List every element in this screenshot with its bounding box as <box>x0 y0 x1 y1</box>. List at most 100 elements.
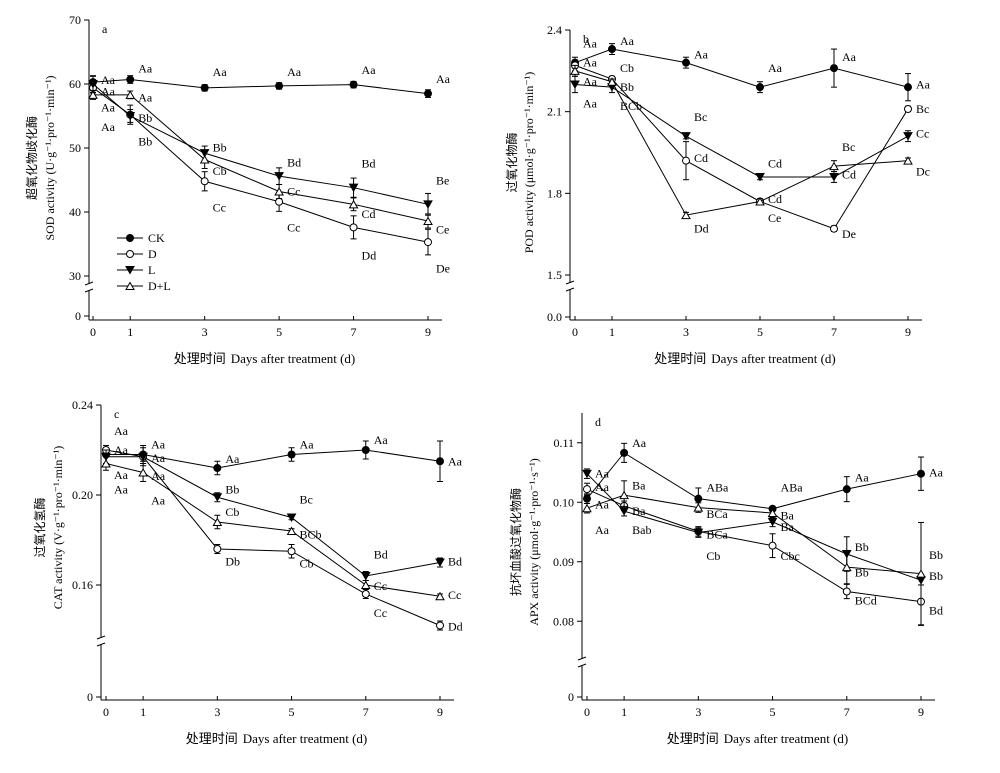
significance-label: Cd <box>842 167 856 181</box>
panel-a-sod: 30 40 50 60 70 00 1 3 5 7 9 处理时间 Days after treatmen… <box>24 13 451 366</box>
panel-letter: c <box>114 407 119 421</box>
series-line-ck <box>92 79 429 95</box>
y-axis-label-en: CAT activity (V·g⁻¹·pro⁻¹·min⁻¹) <box>51 446 65 610</box>
significance-label: Be <box>436 174 449 188</box>
y-tick-label: 0.08 <box>553 614 574 628</box>
data-point-l <box>755 173 765 182</box>
series-line-dl <box>586 494 922 575</box>
significance-label: Ce <box>768 211 781 225</box>
series-line-d <box>105 449 441 626</box>
significance-label: Cb <box>213 164 227 178</box>
legend-label: CK <box>148 231 165 245</box>
data-point-dl <box>88 90 98 99</box>
data-point-ck <box>349 80 358 89</box>
y-tick-label: 2.1 <box>547 105 562 119</box>
y-axis-label-cn: 超氧化物歧化酶 <box>24 116 39 200</box>
significance-label: Cbc <box>781 549 800 563</box>
data-point-ck <box>620 448 629 457</box>
data-point-d <box>213 545 222 553</box>
series-line-d <box>574 64 909 230</box>
data-point-dl <box>360 580 371 589</box>
data-point-l <box>286 513 297 523</box>
data-point-ck <box>917 469 925 478</box>
significance-label: Cd <box>768 192 782 206</box>
data-point-dl <box>619 490 629 500</box>
x-axis-label-cn: 处理时间 <box>667 731 719 746</box>
x-tick-label: 0 <box>90 325 96 339</box>
y-axis-label-cn: 过氧化氢酶 <box>32 497 47 557</box>
significance-label: Aa <box>768 61 783 75</box>
axis-break-mark <box>96 642 106 647</box>
significance-label: Bb <box>855 540 869 554</box>
significance-label: Cc <box>916 126 929 140</box>
legend-marker-d <box>126 250 134 258</box>
data-point-dl <box>693 503 704 512</box>
significance-label: Bb <box>138 111 152 125</box>
panel-b-pod: 1.5 1.8 2.1 2.4 0.0 0 1 3 5 7 9 处理时间 Days after trea… <box>504 23 931 366</box>
x-tick-label: 0 <box>572 325 578 339</box>
axis-break-mark <box>96 635 106 640</box>
significance-label: Bc <box>916 102 929 116</box>
significance-label: Cd <box>362 207 376 221</box>
significance-label: Aa <box>225 452 240 466</box>
data-point-l <box>693 528 704 538</box>
significance-label: Aa <box>632 436 647 450</box>
significance-label: BCb <box>300 527 322 541</box>
significance-label: Cc <box>213 201 226 215</box>
y-tick-label: 60 <box>69 77 81 91</box>
data-point-d <box>904 104 912 113</box>
data-point-ck <box>126 75 135 84</box>
data-point-d <box>583 485 591 494</box>
significance-label: Bb <box>620 80 634 94</box>
x-tick-label: 5 <box>289 705 295 719</box>
data-point-dl <box>829 161 839 171</box>
data-point-ck <box>287 450 296 459</box>
y-tick-label: 0.24 <box>72 398 93 412</box>
data-point-dl <box>423 216 433 225</box>
data-point-l <box>274 172 284 181</box>
data-point-d <box>361 590 370 598</box>
legend-label: D <box>148 247 157 261</box>
x-tick-label: 7 <box>844 705 850 719</box>
y-tick-label: 1.5 <box>547 268 562 282</box>
data-point-ck <box>904 83 912 92</box>
panel-letter: d <box>595 415 601 429</box>
panel-c-cat: 0.16 0.20 0.24 00 1 3 5 7 9 处理时间 Days after treatm… <box>32 398 463 746</box>
significance-label: Bb <box>225 482 239 496</box>
significance-label: ABa <box>706 480 729 494</box>
data-point-d <box>200 177 209 186</box>
series-line-ck <box>106 449 441 469</box>
x-axis-label: 处理时间 Days after treatment (d) <box>654 351 836 366</box>
x-tick-label: 5 <box>757 325 763 339</box>
significance-label: Aa <box>151 469 166 483</box>
legend-marker-ck <box>126 234 134 242</box>
series-line-l <box>106 456 441 577</box>
data-point-d <box>275 197 284 206</box>
data-point-d <box>768 541 777 550</box>
data-point-dl <box>755 196 765 206</box>
significance-label: Cd <box>694 151 708 165</box>
data-point-l <box>903 132 913 141</box>
series-line-dl <box>105 463 441 597</box>
data-point-dl <box>767 508 778 517</box>
data-point-d <box>842 587 851 596</box>
data-point-dl <box>681 210 691 220</box>
x-tick-label: 1 <box>127 325 133 339</box>
axis-break-mark <box>565 280 575 285</box>
significance-label: BCd <box>855 593 877 607</box>
significance-label: Bb <box>855 565 869 579</box>
data-point-ck <box>213 464 222 472</box>
data-point-d <box>287 547 296 556</box>
significance-label: Aa <box>595 523 610 537</box>
legend-label: L <box>148 263 155 277</box>
data-point-l <box>138 452 148 462</box>
panel-letter: b <box>583 32 589 46</box>
x-tick-label: 1 <box>140 705 146 719</box>
y-tick-label: 30 <box>69 269 81 283</box>
data-point-ck <box>694 494 703 503</box>
x-axis-label-en: Days after treatment (d) <box>243 731 368 746</box>
significance-label: Cc <box>448 588 461 602</box>
significance-label: Aa <box>583 37 598 51</box>
y-tick-label: 0 <box>75 309 81 323</box>
significance-label: Bb <box>929 548 943 562</box>
